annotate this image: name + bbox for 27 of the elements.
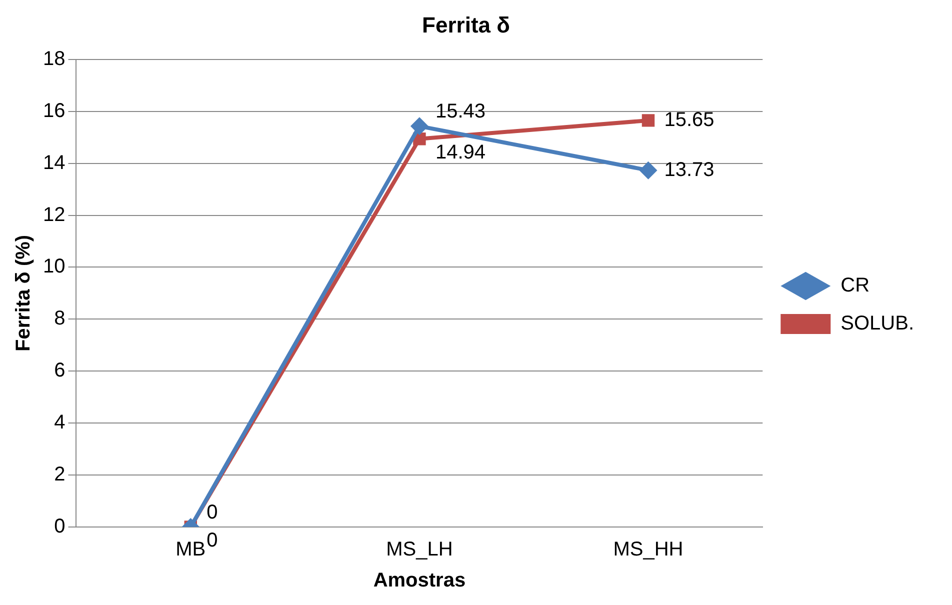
data-label: 0	[206, 530, 218, 552]
y-tick-label: 4	[54, 412, 66, 434]
data-label: 0	[206, 502, 218, 524]
y-axis-title: Ferrita δ (%)	[12, 234, 35, 352]
y-tick-label: 14	[42, 152, 66, 174]
data-label: 15.43	[435, 100, 486, 123]
chart-title: Ferrita δ	[422, 12, 510, 38]
y-tick-label: 10	[42, 256, 66, 278]
y-tick-label: 0	[54, 516, 66, 538]
point	[639, 161, 658, 180]
x-tick-label: MS_HH	[613, 538, 684, 561]
y-tick-label: 8	[54, 308, 66, 330]
y-tick-label: 18	[42, 48, 66, 70]
y-tick-label: 12	[42, 204, 66, 226]
point	[410, 117, 428, 136]
data-label: 13.73	[664, 158, 714, 181]
data-label: 14.94	[435, 141, 486, 164]
x-tick-label: MB	[176, 538, 206, 561]
legend-label: CR	[840, 274, 870, 297]
y-tick-label: 16	[42, 100, 66, 122]
x-axis-title: Amostras	[373, 570, 466, 592]
y-tick-label: 6	[54, 360, 66, 382]
point	[642, 114, 655, 127]
data-label: 15.65	[664, 108, 714, 131]
y-tick-label: 2	[54, 464, 66, 486]
x-tick-label: MS_LH	[386, 538, 453, 561]
legend-label: SOLUB.	[840, 312, 914, 335]
